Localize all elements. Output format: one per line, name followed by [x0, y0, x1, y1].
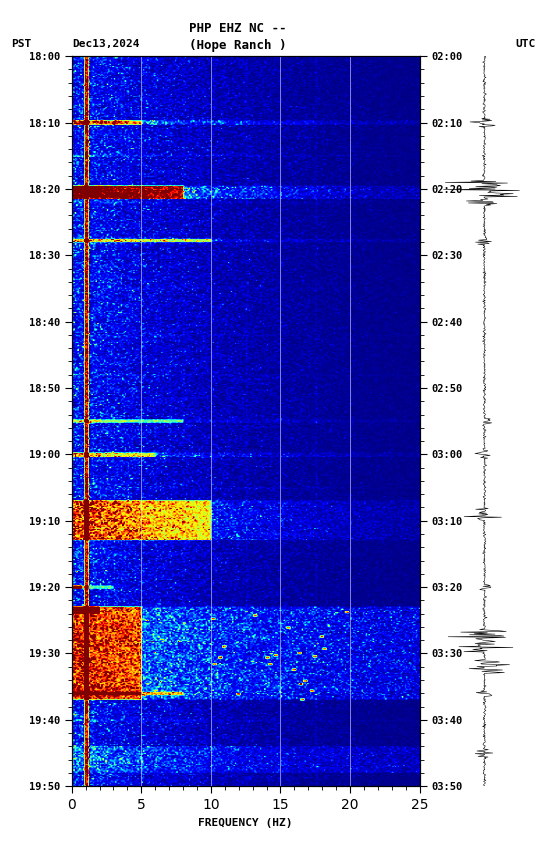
Text: UTC: UTC	[515, 39, 535, 49]
Text: PHP EHZ NC --: PHP EHZ NC --	[189, 22, 286, 35]
Text: (Hope Ranch ): (Hope Ranch )	[189, 39, 286, 52]
Text: Dec13,2024: Dec13,2024	[72, 39, 139, 49]
X-axis label: FREQUENCY (HZ): FREQUENCY (HZ)	[198, 817, 293, 828]
Text: PST: PST	[11, 39, 31, 49]
